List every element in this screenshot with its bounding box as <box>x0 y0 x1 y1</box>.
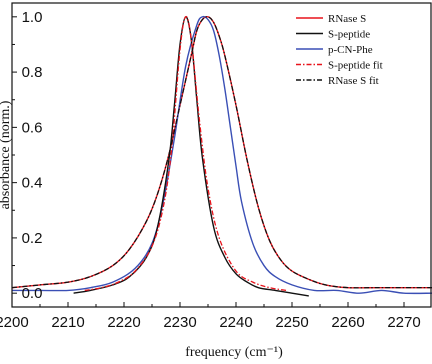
legend: RNase S S-peptide p-CN-Phe S-peptide fit RNa… <box>296 13 383 87</box>
legend-label: RNase S <box>328 13 366 25</box>
x-tick-label: 2260 <box>331 314 364 331</box>
y-tick-label: 0.4 <box>22 175 43 192</box>
y-tick-label: 0.6 <box>22 119 43 136</box>
legend-label: S-peptide fit <box>328 60 383 72</box>
x-tick-label: 2250 <box>275 314 308 331</box>
x-tick-label: 2240 <box>219 314 252 331</box>
legend-label: RNase S fit <box>328 75 379 87</box>
y-tick-label: 0.2 <box>22 230 43 247</box>
x-tick-label: 2210 <box>51 314 84 331</box>
series-line-rnase-s <box>12 16 432 289</box>
y-axis-ticks: 0.0 0.2 0.4 0.6 0.8 1.0 <box>12 9 42 302</box>
x-tick-label: 2220 <box>107 314 140 331</box>
x-axis-ticks: 2200 2210 2220 2230 2240 2250 2260 2270 <box>0 302 421 331</box>
y-tick-label: 1.0 <box>22 9 43 26</box>
x-axis-label: frequency (cm⁻¹) <box>185 345 283 360</box>
series-line-s-peptide-fit <box>84 15 287 292</box>
x-tick-label: 2200 <box>0 314 29 331</box>
legend-label: p-CN-Phe <box>328 44 373 56</box>
y-axis-label: absorbance (norm.) <box>0 100 13 209</box>
x-tick-label: 2230 <box>163 314 196 331</box>
y-tick-label: 0.0 <box>22 285 43 302</box>
plot-series <box>12 15 432 297</box>
legend-label: S-peptide <box>328 29 370 41</box>
x-tick-label: 2270 <box>387 314 420 331</box>
series-line-p-cn-phe <box>12 15 432 295</box>
series-line-rnase-s-fit <box>12 16 432 289</box>
y-tick-label: 0.8 <box>22 64 43 81</box>
